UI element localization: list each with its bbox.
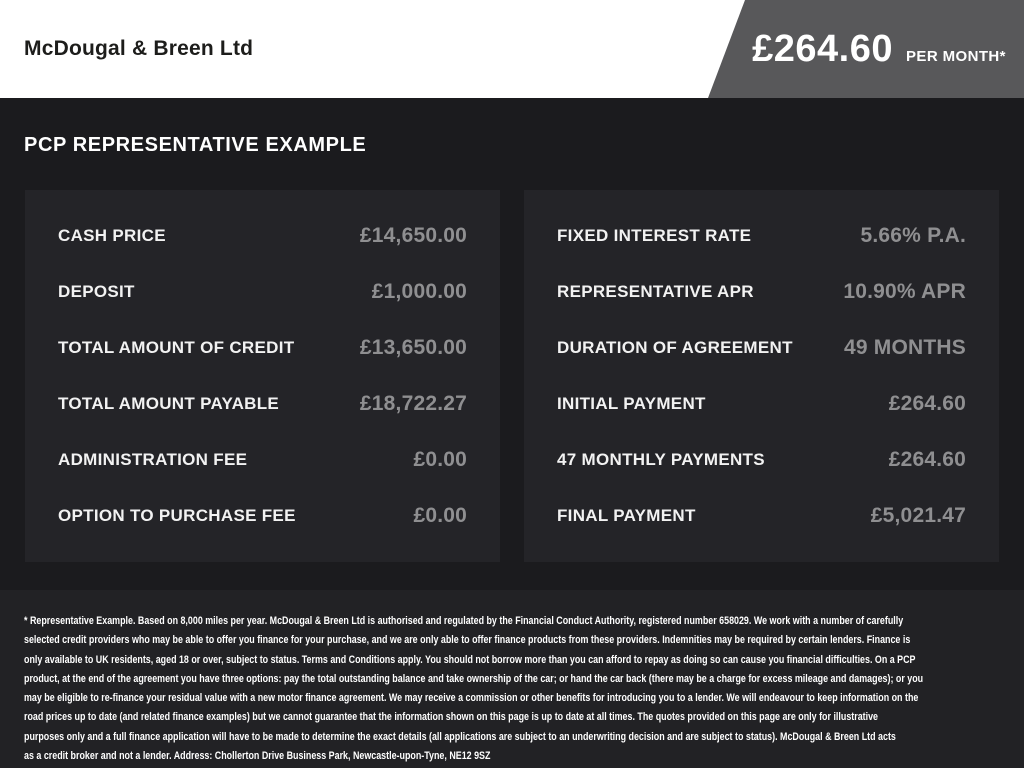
row-value: £18,722.27 — [359, 392, 467, 415]
legal-line: may be eligible to re-finance your resid… — [24, 692, 919, 705]
finance-row-initial-payment: INITIAL PAYMENT £264.60 — [557, 376, 966, 432]
row-label: TOTAL AMOUNT PAYABLE — [58, 394, 280, 413]
finance-row-option-to-purchase-fee: OPTION TO PURCHASE FEE £0.00 — [58, 488, 467, 544]
row-label: DURATION OF AGREEMENT — [557, 338, 793, 357]
row-value: £1,000.00 — [371, 280, 467, 303]
row-label: REPRESENTATIVE APR — [557, 282, 754, 301]
finance-panels: CASH PRICE £14,650.00 DEPOSIT £1,000.00 … — [25, 190, 999, 562]
finance-row-fixed-interest-rate: FIXED INTEREST RATE 5.66% P.A. — [557, 208, 966, 264]
section-heading: PCP REPRESENTATIVE EXAMPLE — [24, 134, 367, 156]
monthly-price-suffix: PER MONTH* — [906, 47, 1006, 65]
legal-line: road prices up to date (and related fina… — [24, 711, 879, 724]
row-value: £13,650.00 — [359, 336, 467, 359]
finance-row-duration: DURATION OF AGREEMENT 49 MONTHS — [557, 320, 966, 376]
row-label: OPTION TO PURCHASE FEE — [58, 506, 296, 525]
legal-line: purposes only and a full finance applica… — [24, 730, 896, 743]
finance-row-deposit: DEPOSIT £1,000.00 — [58, 264, 467, 320]
finance-row-total-credit: TOTAL AMOUNT OF CREDIT £13,650.00 — [58, 320, 467, 376]
finance-panel-right: FIXED INTEREST RATE 5.66% P.A. REPRESENT… — [524, 190, 999, 562]
row-label: INITIAL PAYMENT — [557, 394, 706, 413]
price-ribbon: £264.60 PER MONTH* — [708, 0, 1024, 98]
row-label: FIXED INTEREST RATE — [557, 226, 752, 245]
row-label: 47 MONTHLY PAYMENTS — [557, 450, 765, 469]
price-ribbon-content: £264.60 PER MONTH* — [752, 28, 1006, 71]
row-label: DEPOSIT — [58, 282, 135, 301]
row-label: CASH PRICE — [58, 226, 166, 245]
monthly-price: £264.60 — [752, 27, 894, 70]
finance-row-total-payable: TOTAL AMOUNT PAYABLE £18,722.27 — [58, 376, 467, 432]
row-label: FINAL PAYMENT — [557, 506, 696, 525]
page-header: McDougal & Breen Ltd £264.60 PER MONTH* — [0, 0, 1024, 98]
legal-line: selected credit providers who may be abl… — [24, 634, 911, 647]
finance-row-monthly-payments: 47 MONTHLY PAYMENTS £264.60 — [557, 432, 966, 488]
row-value: £0.00 — [413, 504, 467, 527]
row-value: £264.60 — [888, 392, 966, 415]
row-value: £0.00 — [413, 448, 467, 471]
legal-line: as a credit broker and not a lender. Add… — [24, 750, 491, 763]
row-value: 5.66% P.A. — [860, 224, 966, 247]
row-value: £264.60 — [888, 448, 966, 471]
row-value: 49 MONTHS — [844, 336, 966, 359]
row-value: £14,650.00 — [359, 224, 467, 247]
row-value: £5,021.47 — [870, 504, 966, 527]
finance-row-cash-price: CASH PRICE £14,650.00 — [58, 208, 467, 264]
legal-line: product, at the end of the agreement you… — [24, 672, 924, 685]
legal-line: only available to UK residents, aged 18 … — [24, 653, 916, 666]
legal-disclaimer: * Representative Example. Based on 8,000… — [0, 590, 1024, 768]
row-value: 10.90% APR — [843, 280, 966, 303]
dealer-name: McDougal & Breen Ltd — [24, 37, 254, 60]
legal-line: * Representative Example. Based on 8,000… — [24, 615, 904, 627]
finance-row-final-payment: FINAL PAYMENT £5,021.47 — [557, 488, 966, 544]
finance-example-section: PCP REPRESENTATIVE EXAMPLE CASH PRICE £1… — [0, 98, 1024, 590]
finance-row-representative-apr: REPRESENTATIVE APR 10.90% APR — [557, 264, 966, 320]
row-label: TOTAL AMOUNT OF CREDIT — [58, 338, 295, 357]
finance-row-admin-fee: ADMINISTRATION FEE £0.00 — [58, 432, 467, 488]
finance-panel-left: CASH PRICE £14,650.00 DEPOSIT £1,000.00 … — [25, 190, 500, 562]
row-label: ADMINISTRATION FEE — [58, 450, 248, 469]
